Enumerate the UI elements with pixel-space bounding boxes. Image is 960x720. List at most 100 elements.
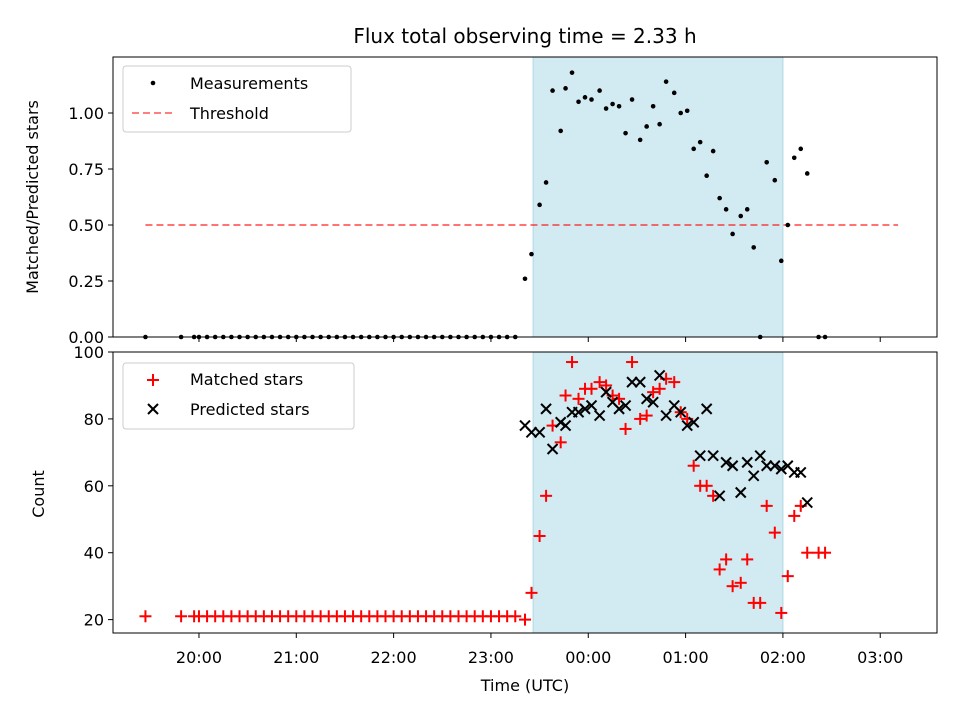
measurement-point [657,121,662,127]
predicted-point [707,449,719,462]
predicted-point [801,496,813,509]
predicted-point [554,416,567,428]
ratio-y-axis: 0.00 0.25 0.50 0.75 1.00 [68,104,113,347]
matched-point [647,386,660,399]
predicted-point [640,393,653,405]
y-tick-label: 60 [84,477,104,496]
measurement-point [610,101,615,107]
matched-point [726,580,739,593]
measurement-point [522,276,528,282]
predicted-point [653,369,666,382]
x-tick-label: 20:00 [176,648,222,667]
predicted-point [572,406,585,418]
measurement-point [543,180,549,185]
measurement-point [723,207,729,212]
predicted-point [713,490,726,502]
measurement-point [691,146,696,152]
count-y-axis-label: Count [29,470,48,518]
ratio-y-axis-label: Matched/Predicted stars [23,100,42,294]
legend-matched-label: Matched stars [190,370,303,389]
measurement-point [563,86,568,91]
matched-point [775,606,788,619]
y-tick-label: 0.00 [68,328,104,347]
measurement-point [537,202,542,208]
matched-point [734,576,747,589]
observing-window-span [532,351,784,634]
predicted-point [775,463,787,475]
matched-point [585,382,598,395]
measurement-point [616,103,622,109]
predicted-point [533,426,546,438]
matched-point [593,376,606,389]
y-tick-label: 20 [84,611,104,630]
matched-point [707,489,720,502]
y-tick-label: 0.50 [68,216,104,235]
matched-point [540,489,553,502]
measurement-point [684,108,690,114]
matched-point [634,412,647,425]
predicted-point [660,409,672,422]
measurement-point [804,171,810,176]
x-tick-label: 03:00 [857,648,903,667]
predicted-point [525,426,538,438]
matched-point [619,422,632,435]
predicted-point [681,419,693,432]
x-tick-label: 23:00 [468,648,514,667]
measurement-point [644,124,649,129]
matched-point [533,529,546,542]
ratio-legend: Measurements Threshold [122,65,352,133]
matched-point [519,613,531,626]
matched-point [640,409,653,422]
matched-point [754,596,767,609]
measurement-point [717,195,722,201]
matched-point [572,392,585,405]
y-tick-label: 80 [84,410,104,429]
matched-point [566,356,579,369]
predicted-point [619,399,632,412]
measurement-point [671,90,677,96]
matched-point [600,379,613,392]
predicted-point [694,449,706,462]
predicted-point [613,403,625,415]
measurement-point [778,258,784,264]
measurement-point [772,177,778,183]
predicted-point [741,456,753,469]
matched-point [720,553,733,566]
matched-point [768,526,781,539]
matched-point [653,382,666,395]
measurement-point [791,155,797,161]
predicted-point [720,456,732,469]
measurement-point [764,159,769,165]
measurement-point [663,79,669,84]
y-tick-label: 1.00 [68,104,104,123]
measurement-point [558,128,563,134]
predicted-point [795,466,807,479]
measurement-point [597,88,602,93]
measurement-point [798,146,804,152]
legend-x-marker [147,403,159,415]
matched-point [554,436,567,449]
y-tick-label: 0.75 [68,160,104,179]
count-panel-frame [112,351,938,634]
predicted-point [559,419,572,432]
measurement-point [589,97,594,102]
predicted-point [546,443,559,455]
count-y-axis: 20 40 60 80 100 [73,343,113,630]
measurement-point [603,106,609,111]
matched-point [788,509,801,522]
matched-point [741,553,754,566]
matched-point [175,610,188,623]
predicted-point [748,470,760,482]
measurement-point [678,110,684,116]
measurement-point [569,70,575,75]
matched-point [668,376,681,389]
measurement-point [550,88,555,93]
predicted-point [726,460,739,472]
matched-point [713,563,726,576]
legend-threshold-label: Threshold [189,104,269,123]
x-tick-label: 00:00 [565,648,611,667]
y-tick-label: 100 [73,343,104,362]
measurement-point [785,222,791,228]
predicted-point [687,416,700,428]
